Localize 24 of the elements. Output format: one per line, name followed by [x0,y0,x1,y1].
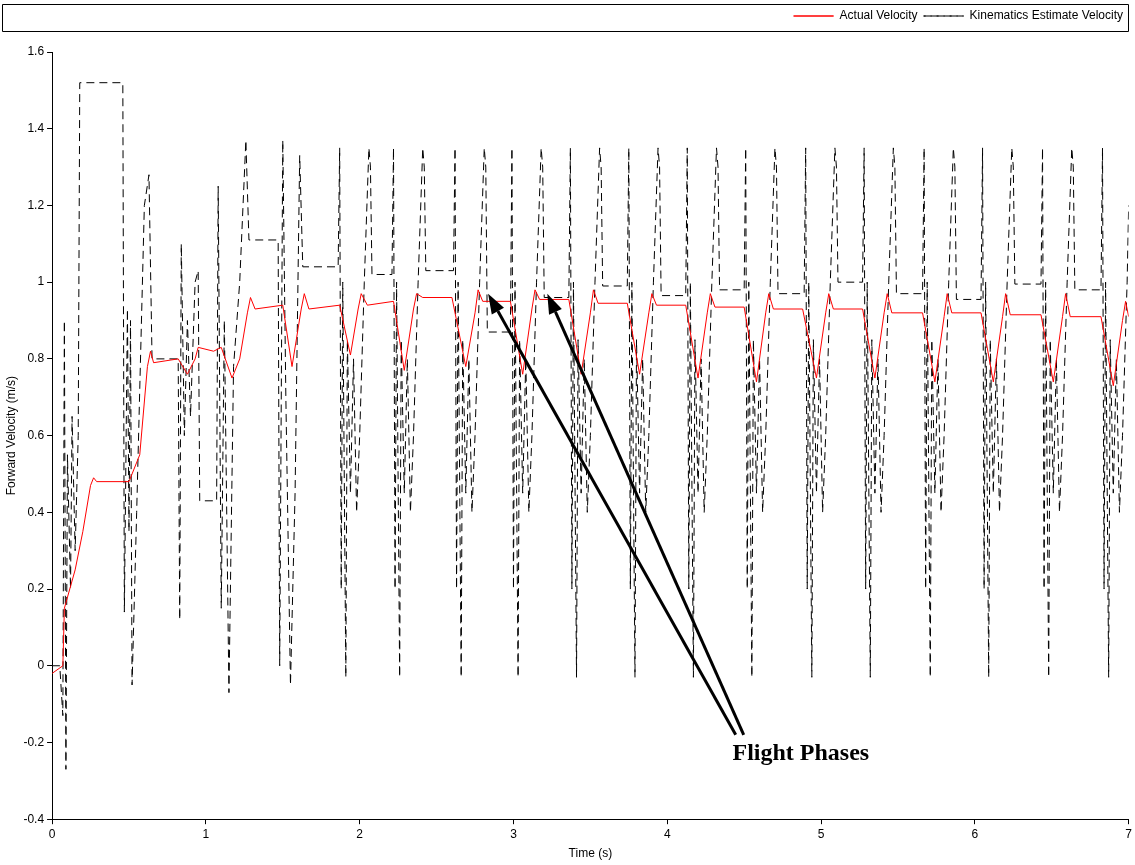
x-tick-label: 7 [1125,826,1133,841]
y-tick-label: 0.6 [27,427,45,442]
y-tick-label: 1.4 [27,121,45,136]
x-tick-label: 0 [48,826,56,841]
x-tick-label: 2 [356,826,364,841]
y-tick-label: -0.2 [23,734,45,749]
y-tick-label: 1.2 [27,197,45,212]
y-tick-label: 0.2 [27,581,45,596]
x-tick-label: 3 [510,826,518,841]
annotation: Flight Phases [732,739,870,766]
y-tick-label: 0.8 [27,351,45,366]
legend-label: Kinematics Estimate Velocity [969,8,1124,23]
y-tick-label: 1.6 [27,44,45,59]
legend-label: Actual Velocity [839,8,918,23]
x-tick-label: 6 [971,826,979,841]
y-tick-label: 1 [37,274,45,289]
y-tick-label: 0.4 [27,504,45,519]
y-tick-label: -0.4 [23,811,45,826]
x-tick-label: 4 [663,826,671,841]
x-tick-label: 5 [817,826,825,841]
x-axis-title: Time (s) [568,846,613,861]
x-tick-label: 1 [202,826,210,841]
y-tick-label: 0 [37,658,45,673]
y-axis-title: Forward Velocity (m/s) [3,375,18,496]
